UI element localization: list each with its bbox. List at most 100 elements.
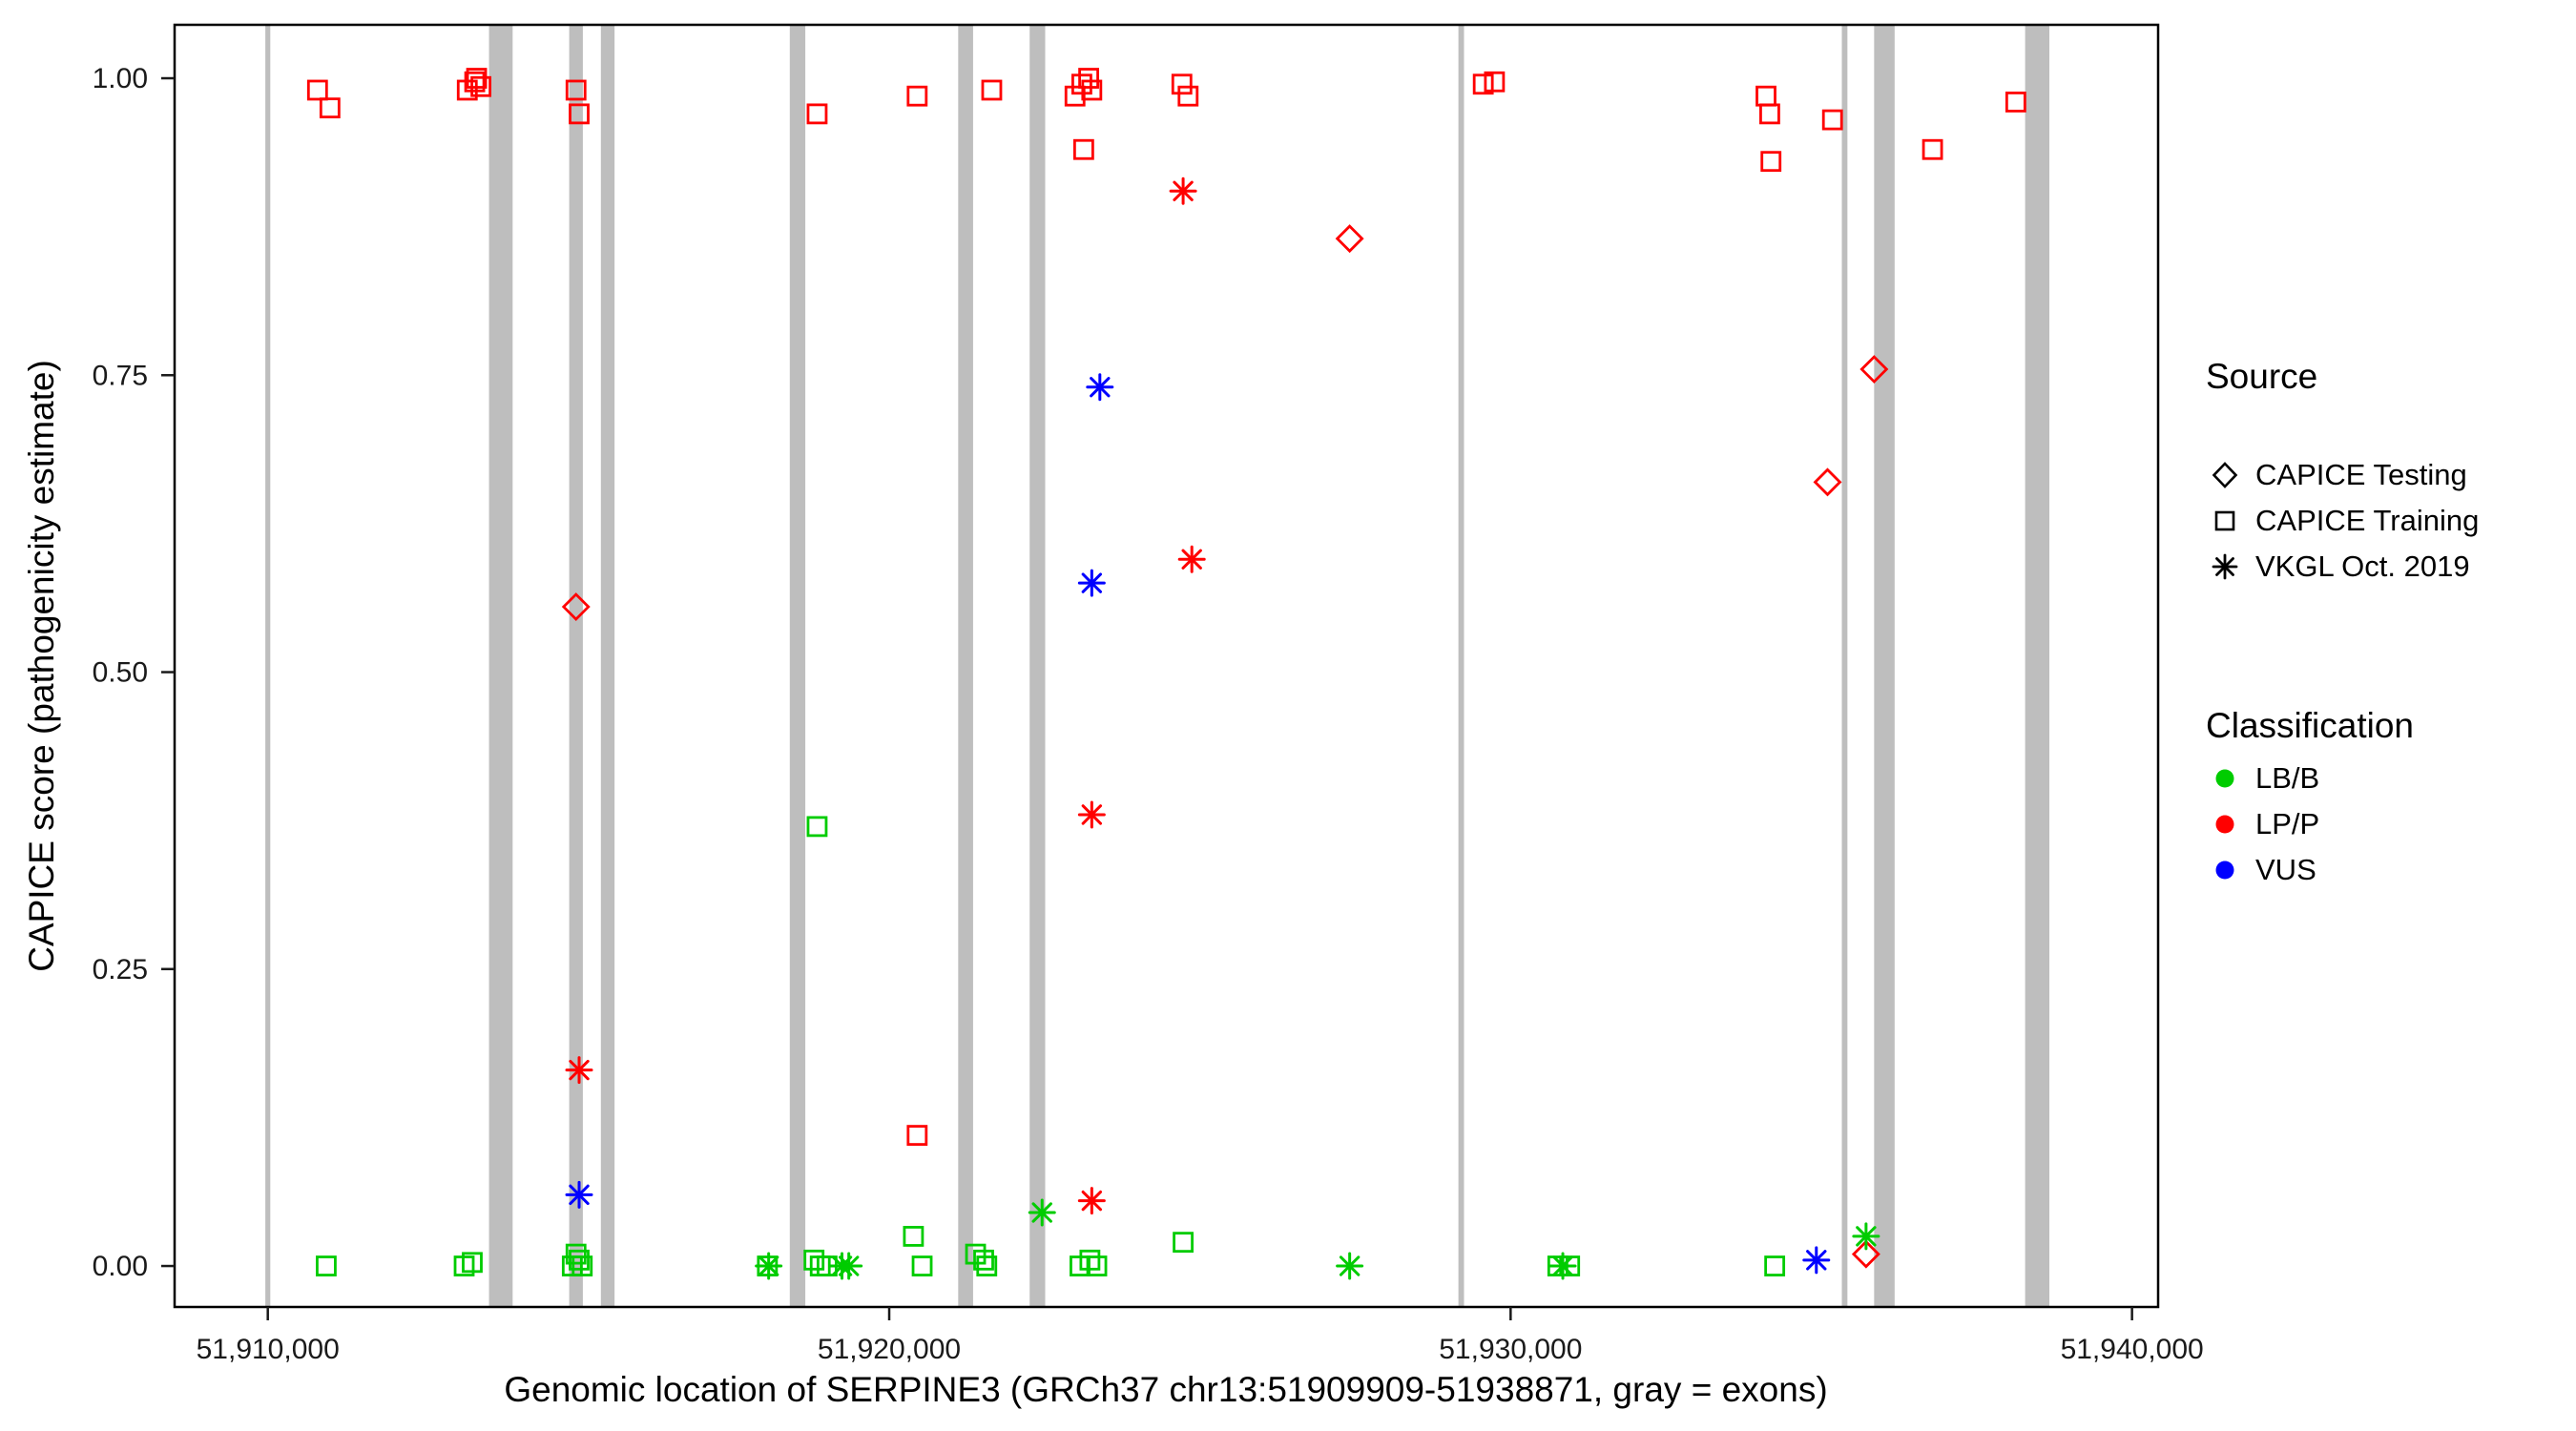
- data-point-square: [806, 816, 828, 838]
- data-point-square: [1755, 85, 1776, 107]
- data-point-square: [1177, 85, 1199, 107]
- data-point-asterisk: [1336, 1252, 1364, 1280]
- x-tick-label: 51,910,000: [197, 1334, 340, 1365]
- exon-bar: [958, 25, 973, 1307]
- y-tick-label: 1.00: [93, 63, 148, 94]
- legend-item-lpp: LP/P: [2206, 801, 2574, 847]
- data-point-square: [1922, 138, 1943, 160]
- data-point-square: [1064, 85, 1086, 107]
- data-point-square: [1759, 103, 1780, 125]
- y-tick-label: 0.75: [93, 360, 148, 391]
- data-point-square: [1764, 1255, 1786, 1276]
- data-point-square: [1760, 151, 1782, 173]
- x-tick-label: 51,920,000: [818, 1334, 961, 1365]
- legend-item-label: CAPICE Testing: [2255, 458, 2467, 491]
- data-point-square: [1173, 1232, 1194, 1254]
- diamond-icon: [2212, 462, 2238, 488]
- legend-source-title: Source: [2206, 357, 2318, 396]
- data-point-asterisk: [1086, 373, 1114, 402]
- data-point-square: [809, 1255, 831, 1276]
- data-point-asterisk: [1802, 1246, 1831, 1275]
- data-point-square: [464, 71, 486, 93]
- exon-bar: [2025, 25, 2050, 1307]
- y-tick-label: 0.25: [93, 954, 148, 985]
- data-point-square: [1086, 1255, 1108, 1276]
- data-point-asterisk: [1077, 1187, 1106, 1215]
- data-point-square: [973, 1249, 994, 1271]
- data-point-square: [1078, 68, 1099, 89]
- data-point-square: [911, 1255, 933, 1276]
- x-tick-label: 51,930,000: [1439, 1334, 1582, 1365]
- data-point-square: [1081, 79, 1103, 101]
- data-point-square: [1472, 73, 1494, 95]
- y-tick-label: 0.00: [93, 1251, 148, 1282]
- data-point-asterisk: [1548, 1252, 1577, 1280]
- exon-bar: [789, 25, 806, 1307]
- data-point-asterisk: [1852, 1222, 1880, 1251]
- legend-item-label: VKGL Oct. 2019: [2255, 550, 2470, 583]
- data-point-diamond: [1859, 355, 1889, 384]
- data-point-square: [462, 1252, 483, 1274]
- data-point-asterisk: [565, 1056, 593, 1085]
- data-point-square: [565, 79, 587, 101]
- data-point-square: [571, 1255, 593, 1276]
- data-point-square: [976, 1255, 998, 1276]
- data-point-square: [903, 1226, 924, 1247]
- legend-classification-title: Classification: [2206, 706, 2414, 745]
- legend-item-capice-training: CAPICE Training: [2206, 498, 2574, 544]
- legend-item-label: CAPICE Training: [2255, 504, 2480, 537]
- legend-item-vus: VUS: [2206, 847, 2574, 893]
- data-point-square: [316, 1255, 337, 1276]
- blue-dot-icon: [2215, 861, 2234, 880]
- data-point-square: [1079, 1249, 1101, 1271]
- data-point-square: [306, 79, 328, 101]
- data-point-diamond: [1813, 467, 1842, 497]
- data-point-square: [319, 97, 341, 119]
- plot-panel-border: [173, 23, 2160, 1309]
- data-point-asterisk: [755, 1252, 783, 1280]
- legend-item-label: VUS: [2255, 853, 2316, 886]
- data-point-square: [1821, 109, 1843, 131]
- legend-item-label: LP/P: [2255, 807, 2320, 840]
- data-point-asterisk: [1077, 800, 1106, 829]
- data-point-asterisk: [1177, 545, 1206, 573]
- y-axis-title: CAPICE score (pathogenicity estimate): [22, 360, 61, 972]
- data-point-square: [466, 68, 488, 89]
- exon-bar: [488, 25, 513, 1307]
- legend-item-capice-testing: CAPICE Testing: [2206, 452, 2574, 498]
- data-point-asterisk: [1169, 176, 1197, 205]
- legend-classification-items: LB/B LP/P VUS: [2206, 756, 2574, 893]
- red-dot-icon: [2215, 815, 2234, 834]
- x-tick-label: 51,940,000: [2061, 1334, 2204, 1365]
- data-point-diamond: [561, 592, 591, 622]
- data-point-square: [569, 103, 590, 125]
- data-point-asterisk: [1028, 1198, 1056, 1227]
- exon-bar: [569, 25, 583, 1307]
- exon-bar: [1874, 25, 1895, 1307]
- data-point-square: [906, 85, 928, 107]
- square-icon: [2214, 510, 2235, 531]
- asterisk-icon: [2212, 553, 2238, 580]
- green-dot-icon: [2215, 769, 2234, 788]
- legend-item-label: LB/B: [2255, 761, 2320, 795]
- legend: Source CAPICE Testing CAPICE Training: [2206, 355, 2574, 893]
- data-point-asterisk: [835, 1252, 863, 1280]
- data-point-diamond: [1335, 224, 1364, 254]
- data-point-square: [981, 79, 1003, 101]
- exon-bar: [1458, 25, 1465, 1307]
- data-point-diamond: [1851, 1239, 1880, 1269]
- data-point-square: [803, 1249, 825, 1271]
- y-tick-label: 0.50: [93, 657, 148, 689]
- exon-bar: [1841, 25, 1848, 1307]
- data-point-square: [1484, 71, 1506, 93]
- data-point-square: [906, 1125, 928, 1146]
- data-point-square: [806, 103, 828, 125]
- legend-source-items: CAPICE Testing CAPICE Training: [2206, 452, 2574, 590]
- data-point-asterisk: [565, 1180, 593, 1209]
- legend-item-lbb: LB/B: [2206, 756, 2574, 801]
- data-point-square: [565, 1243, 587, 1265]
- exon-bar: [600, 25, 615, 1307]
- data-point-square: [569, 1249, 590, 1271]
